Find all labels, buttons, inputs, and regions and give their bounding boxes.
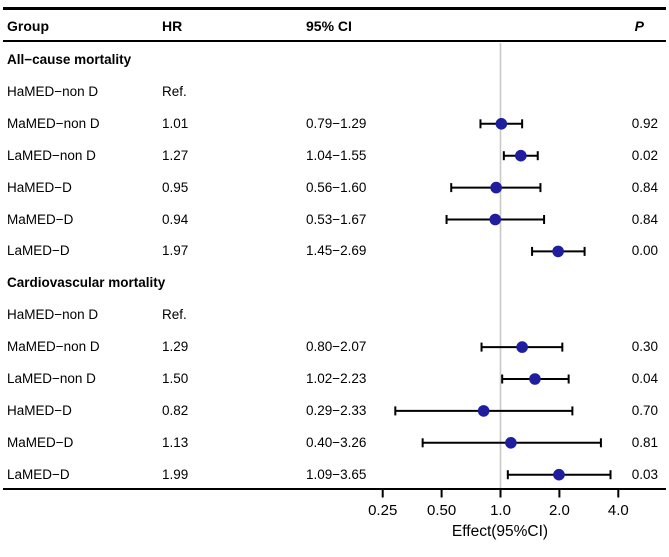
p-value: 0.02 [631,147,658,163]
effect-dot [505,437,517,449]
p-value: 0.00 [631,243,658,259]
ci-value: 0.80−2.07 [306,339,367,355]
header-separator-rule [3,40,666,42]
table-bottom-rule [3,488,666,490]
forest-row: MaMED−D 1.13 0.40−3.26 0.81 [0,434,669,452]
hr-value: 0.94 [162,211,189,227]
p-value: 0.84 [631,179,658,195]
group-label: HaMED−D [7,402,72,418]
p-value: 0.30 [631,339,658,355]
column-header-hr: HR [162,18,183,34]
ci-value: 0.56−1.60 [306,179,367,195]
column-header-group: Group [7,18,49,34]
ci-value: 0.53−1.67 [306,211,367,227]
group-label: LaMED−D [7,243,70,259]
hr-value: Ref. [162,307,187,323]
forest-row: HaMED−D 0.82 0.29−2.33 0.70 [0,402,669,420]
p-value: 0.84 [631,211,658,227]
forest-row: LaMED−D 1.99 1.09−3.65 0.03 [0,466,669,484]
hr-value: 0.82 [162,402,189,418]
hr-value: 0.95 [162,179,189,195]
ci-value: 0.29−2.33 [306,402,367,418]
p-value: 0.70 [631,402,658,418]
hr-value: 1.97 [162,243,189,259]
effect-dot [490,181,502,194]
group-label: HaMED−D [7,179,72,195]
column-header-ci: 95% CI [306,18,352,34]
forest-row: LaMED−D 1.97 1.45−2.69 0.00 [0,242,669,260]
group-label: MaMED−non D [7,339,100,355]
effect-dot [515,149,527,162]
hr-value: 1.50 [162,371,189,386]
table-top-rule [3,7,666,10]
ci-value: 0.79−1.29 [306,115,367,131]
forest-row: MaMED−D 0.94 0.53−1.67 0.84 [0,211,669,229]
ci-value: 0.40−3.26 [306,434,367,450]
ci-value: 1.04−1.55 [306,147,367,163]
section-label: All−cause mortality [7,52,132,67]
axis-tick-label: 2.0 [548,502,570,519]
effect-dot [552,245,564,258]
axis-tick-label: 1.0 [490,502,511,519]
hr-value: 1.99 [162,466,189,482]
p-value: 0.92 [631,115,658,131]
section-label: Cardiovascular mortality [7,275,166,291]
group-label: LaMED−non D [7,371,96,386]
effect-dot [495,118,508,130]
forest-row: HaMED−non D Ref. [0,83,669,101]
effect-dot [516,341,528,353]
p-value: 0.81 [631,434,658,450]
forest-row: MaMED−non D 1.29 0.80−2.07 0.30 [0,338,669,356]
ci-value: 1.09−3.65 [306,466,367,482]
ci-value: 1.45−2.69 [306,243,367,259]
hr-value: 1.13 [162,434,189,450]
axis-tick-label: 4.0 [607,502,629,519]
forest-row: HaMED−D 0.95 0.56−1.60 0.84 [0,179,669,197]
p-value: 0.03 [631,466,658,482]
effect-dot [553,468,565,481]
group-label: HaMED−non D [7,83,99,99]
group-label: LaMED−non D [7,147,96,163]
x-axis-label: Effect(95%CI) [451,523,549,540]
p-value: 0.04 [631,371,658,386]
effect-dot [489,213,502,226]
ci-value: 1.02−2.23 [306,371,367,386]
effect-dot [529,373,541,385]
hr-value: Ref. [162,83,187,99]
effect-dot [477,405,490,417]
forest-row: HaMED−non D Ref. [0,306,669,324]
group-label: MaMED−D [7,434,74,450]
group-label: LaMED−D [7,466,70,482]
forest-row: LaMED−non D 1.50 1.02−2.23 0.04 [0,370,669,388]
hr-value: 1.01 [162,115,189,131]
hr-value: 1.27 [162,147,189,163]
group-label: MaMED−D [7,211,74,227]
forest-row: MaMED−non D 1.01 0.79−1.29 0.92 [0,115,669,133]
forest-row: LaMED−non D 1.27 1.04−1.55 0.02 [0,147,669,165]
axis-tick-label: 0.50 [426,502,457,519]
group-label: HaMED−non D [7,307,99,323]
hr-value: 1.29 [162,339,189,355]
column-header-p: P [634,18,644,34]
group-label: MaMED−non D [7,115,100,131]
axis-tick-label: 0.25 [368,502,398,519]
